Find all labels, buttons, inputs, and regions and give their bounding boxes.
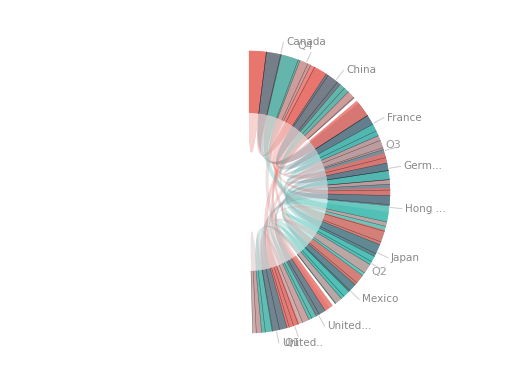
Polygon shape	[270, 266, 300, 328]
Polygon shape	[279, 132, 325, 220]
Polygon shape	[284, 149, 323, 175]
Polygon shape	[282, 213, 319, 243]
Polygon shape	[249, 51, 354, 139]
Polygon shape	[315, 116, 373, 154]
Polygon shape	[253, 257, 329, 333]
Polygon shape	[284, 154, 323, 227]
Text: France: France	[387, 113, 421, 122]
Polygon shape	[305, 244, 355, 291]
Polygon shape	[322, 136, 383, 168]
Polygon shape	[305, 92, 354, 139]
Polygon shape	[326, 209, 387, 227]
Polygon shape	[272, 120, 328, 194]
Text: Q2: Q2	[371, 267, 387, 277]
Polygon shape	[270, 136, 308, 263]
Polygon shape	[285, 67, 326, 126]
Polygon shape	[278, 60, 311, 121]
Polygon shape	[309, 101, 368, 149]
Polygon shape	[260, 226, 301, 270]
Text: Japan: Japan	[391, 253, 420, 263]
Polygon shape	[259, 52, 282, 115]
Polygon shape	[328, 179, 390, 188]
Text: Mexico: Mexico	[362, 295, 398, 305]
Polygon shape	[251, 271, 262, 333]
Polygon shape	[257, 114, 292, 156]
Polygon shape	[256, 270, 273, 333]
Polygon shape	[317, 228, 375, 265]
Polygon shape	[287, 258, 325, 316]
Polygon shape	[297, 203, 389, 304]
Polygon shape	[255, 225, 302, 271]
Polygon shape	[287, 163, 327, 184]
Polygon shape	[325, 153, 387, 176]
Polygon shape	[273, 122, 325, 222]
Polygon shape	[277, 220, 309, 252]
Polygon shape	[249, 51, 266, 114]
Text: Q4: Q4	[298, 41, 314, 51]
Polygon shape	[263, 115, 315, 164]
Polygon shape	[270, 223, 306, 263]
Polygon shape	[269, 118, 326, 179]
Polygon shape	[326, 200, 390, 222]
Polygon shape	[268, 185, 328, 267]
Polygon shape	[258, 114, 315, 164]
Polygon shape	[249, 113, 259, 152]
Polygon shape	[301, 248, 349, 299]
Polygon shape	[274, 127, 312, 244]
Polygon shape	[251, 232, 258, 271]
Polygon shape	[287, 167, 328, 200]
Polygon shape	[286, 180, 328, 231]
Polygon shape	[267, 55, 300, 118]
Text: Germ...: Germ...	[403, 161, 442, 171]
Polygon shape	[327, 170, 390, 185]
Polygon shape	[269, 161, 324, 266]
Polygon shape	[310, 103, 390, 205]
Polygon shape	[284, 199, 328, 239]
Polygon shape	[292, 256, 333, 311]
Text: China: China	[346, 65, 376, 76]
Polygon shape	[326, 163, 389, 180]
Polygon shape	[286, 173, 327, 228]
Text: Canada: Canada	[286, 37, 326, 47]
Polygon shape	[309, 239, 362, 285]
Polygon shape	[297, 252, 342, 303]
Polygon shape	[318, 124, 378, 161]
Polygon shape	[274, 185, 328, 262]
Polygon shape	[328, 188, 390, 195]
Polygon shape	[264, 115, 327, 214]
Text: Q3: Q3	[386, 141, 401, 151]
Polygon shape	[300, 84, 349, 136]
Text: Hong ...: Hong ...	[405, 204, 445, 214]
Polygon shape	[328, 194, 390, 206]
Polygon shape	[279, 263, 309, 323]
Text: United..: United..	[282, 338, 323, 348]
Polygon shape	[314, 233, 370, 273]
Polygon shape	[264, 134, 308, 268]
Polygon shape	[266, 206, 326, 268]
Polygon shape	[292, 74, 340, 132]
Polygon shape	[266, 118, 294, 260]
Text: United...: United...	[327, 321, 372, 331]
Polygon shape	[263, 218, 317, 269]
Polygon shape	[319, 222, 380, 257]
Polygon shape	[256, 230, 283, 271]
Polygon shape	[322, 213, 385, 245]
Text: Q1: Q1	[285, 338, 301, 348]
Polygon shape	[262, 268, 287, 331]
Polygon shape	[276, 126, 320, 169]
Polygon shape	[272, 131, 303, 258]
Polygon shape	[283, 262, 316, 320]
Polygon shape	[282, 180, 328, 248]
Polygon shape	[261, 191, 328, 270]
